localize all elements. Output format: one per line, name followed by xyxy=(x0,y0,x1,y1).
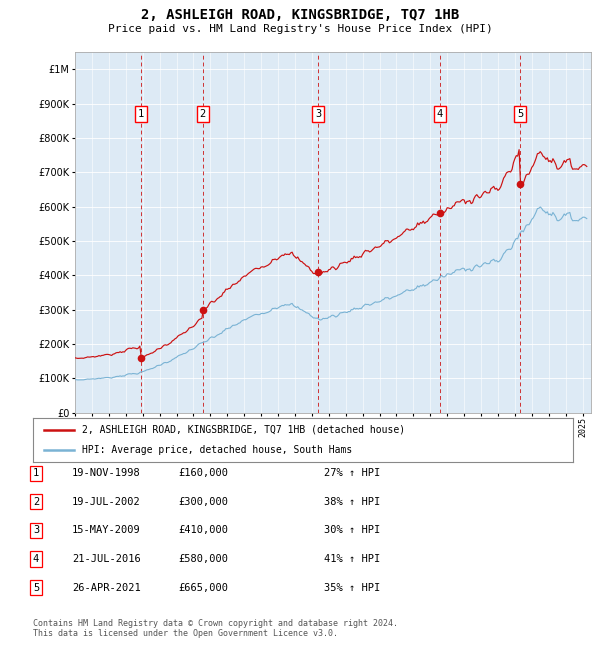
Text: 3: 3 xyxy=(33,525,39,536)
Text: 30% ↑ HPI: 30% ↑ HPI xyxy=(324,525,380,536)
Text: 4: 4 xyxy=(33,554,39,564)
Text: 2: 2 xyxy=(33,497,39,507)
Text: HPI: Average price, detached house, South Hams: HPI: Average price, detached house, Sout… xyxy=(82,445,352,455)
Text: £410,000: £410,000 xyxy=(178,525,228,536)
Text: £580,000: £580,000 xyxy=(178,554,228,564)
Text: 2, ASHLEIGH ROAD, KINGSBRIDGE, TQ7 1HB: 2, ASHLEIGH ROAD, KINGSBRIDGE, TQ7 1HB xyxy=(141,8,459,22)
Text: 2: 2 xyxy=(199,109,206,119)
Text: 1: 1 xyxy=(33,468,39,478)
Text: £300,000: £300,000 xyxy=(178,497,228,507)
Text: 2, ASHLEIGH ROAD, KINGSBRIDGE, TQ7 1HB (detached house): 2, ASHLEIGH ROAD, KINGSBRIDGE, TQ7 1HB (… xyxy=(82,425,405,435)
Text: 4: 4 xyxy=(436,109,443,119)
Text: 35% ↑ HPI: 35% ↑ HPI xyxy=(324,582,380,593)
Text: Contains HM Land Registry data © Crown copyright and database right 2024.
This d: Contains HM Land Registry data © Crown c… xyxy=(33,619,398,638)
Text: 19-NOV-1998: 19-NOV-1998 xyxy=(72,468,141,478)
Text: 38% ↑ HPI: 38% ↑ HPI xyxy=(324,497,380,507)
Text: Price paid vs. HM Land Registry's House Price Index (HPI): Price paid vs. HM Land Registry's House … xyxy=(107,24,493,34)
Text: 1: 1 xyxy=(137,109,144,119)
Text: 15-MAY-2009: 15-MAY-2009 xyxy=(72,525,141,536)
Text: 26-APR-2021: 26-APR-2021 xyxy=(72,582,141,593)
Text: £665,000: £665,000 xyxy=(178,582,228,593)
Text: 21-JUL-2016: 21-JUL-2016 xyxy=(72,554,141,564)
Text: £160,000: £160,000 xyxy=(178,468,228,478)
Text: 19-JUL-2002: 19-JUL-2002 xyxy=(72,497,141,507)
Text: 41% ↑ HPI: 41% ↑ HPI xyxy=(324,554,380,564)
Text: 3: 3 xyxy=(315,109,321,119)
Text: 5: 5 xyxy=(517,109,523,119)
Text: 5: 5 xyxy=(33,582,39,593)
Text: 27% ↑ HPI: 27% ↑ HPI xyxy=(324,468,380,478)
